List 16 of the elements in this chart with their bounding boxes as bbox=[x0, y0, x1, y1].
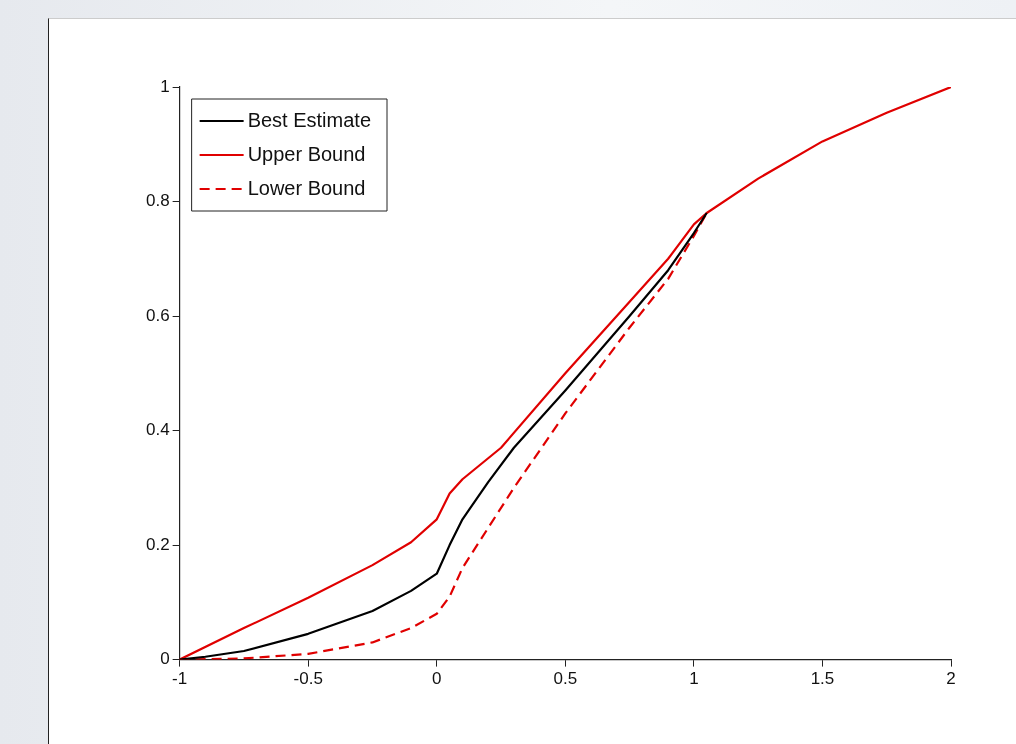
x-tick-label: 1.5 bbox=[810, 669, 835, 689]
legend-label: Lower Bound bbox=[247, 176, 366, 199]
y-tick-label: 0.2 bbox=[145, 534, 170, 554]
y-tick-label: 0.6 bbox=[145, 305, 170, 325]
x-tick-label: 2 bbox=[946, 669, 956, 689]
y-tick-label: 1 bbox=[160, 76, 170, 96]
x-tick-label: -1 bbox=[172, 669, 188, 689]
x-tick-label: 1 bbox=[689, 669, 699, 689]
x-tick-label: -0.5 bbox=[293, 669, 323, 689]
y-tick-label: 0.4 bbox=[145, 420, 170, 440]
y-tick-label: 0 bbox=[160, 649, 170, 669]
legend-label: Upper Bound bbox=[247, 142, 366, 165]
x-tick-label: 0 bbox=[432, 669, 442, 689]
legend-label: Best Estimate bbox=[247, 108, 372, 131]
y-tick-label: 0.8 bbox=[145, 191, 170, 211]
x-tick-label: 0.5 bbox=[553, 669, 578, 689]
